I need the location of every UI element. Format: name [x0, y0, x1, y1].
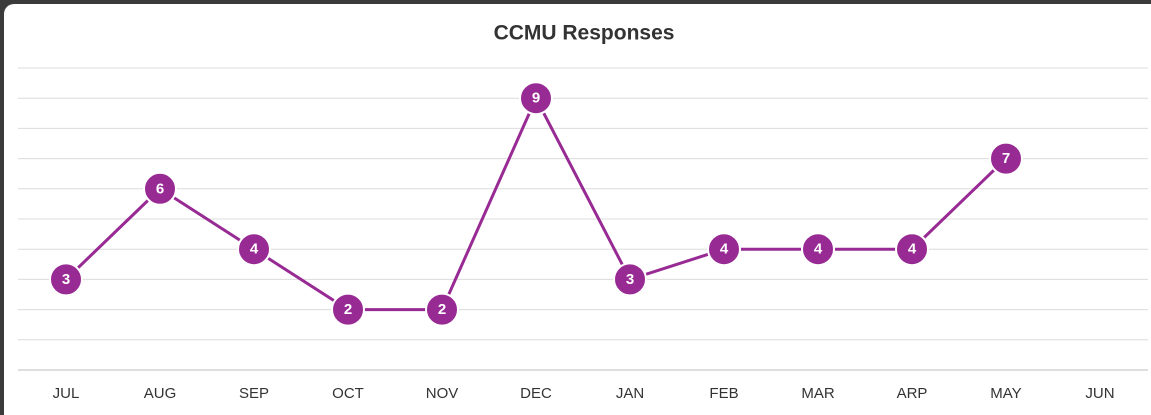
chart-title: CCMU Responses	[494, 22, 675, 45]
x-tick-label: MAR	[801, 385, 835, 402]
data-label: 2	[438, 301, 446, 318]
data-label: 4	[908, 241, 917, 258]
x-tick-label: OCT	[332, 385, 364, 402]
x-tick-label: JUN	[1085, 385, 1114, 402]
x-tick-label: DEC	[520, 385, 552, 402]
data-label: 4	[720, 241, 729, 258]
x-tick-label: ARP	[897, 385, 928, 402]
data-label: 4	[250, 241, 259, 258]
marker	[425, 292, 459, 327]
marker	[331, 292, 365, 327]
line	[64, 94, 1008, 312]
data-label: 9	[532, 90, 540, 107]
marker	[801, 232, 835, 267]
marker	[237, 232, 271, 267]
marker	[895, 232, 929, 267]
data-label: 3	[62, 271, 70, 288]
chart-card	[4, 4, 1151, 415]
marker	[613, 262, 647, 297]
data-label: 6	[156, 180, 164, 197]
x-tick-label: JAN	[616, 385, 644, 402]
marker	[989, 141, 1023, 176]
data-label: 2	[344, 301, 352, 318]
x-tick-label: JUL	[53, 385, 80, 402]
marker	[519, 81, 553, 116]
marker	[49, 262, 83, 297]
marker	[707, 232, 741, 267]
x-tick-label: MAY	[990, 385, 1021, 402]
x-tick-label: AUG	[144, 385, 177, 402]
x-tick-label: NOV	[426, 385, 459, 402]
x-tick-label: FEB	[709, 385, 738, 402]
data-label: 4	[814, 241, 823, 258]
data-label: 3	[626, 271, 634, 288]
x-tick-label: SEP	[239, 385, 269, 402]
data-label: 7	[1002, 150, 1010, 167]
marker	[143, 171, 177, 206]
